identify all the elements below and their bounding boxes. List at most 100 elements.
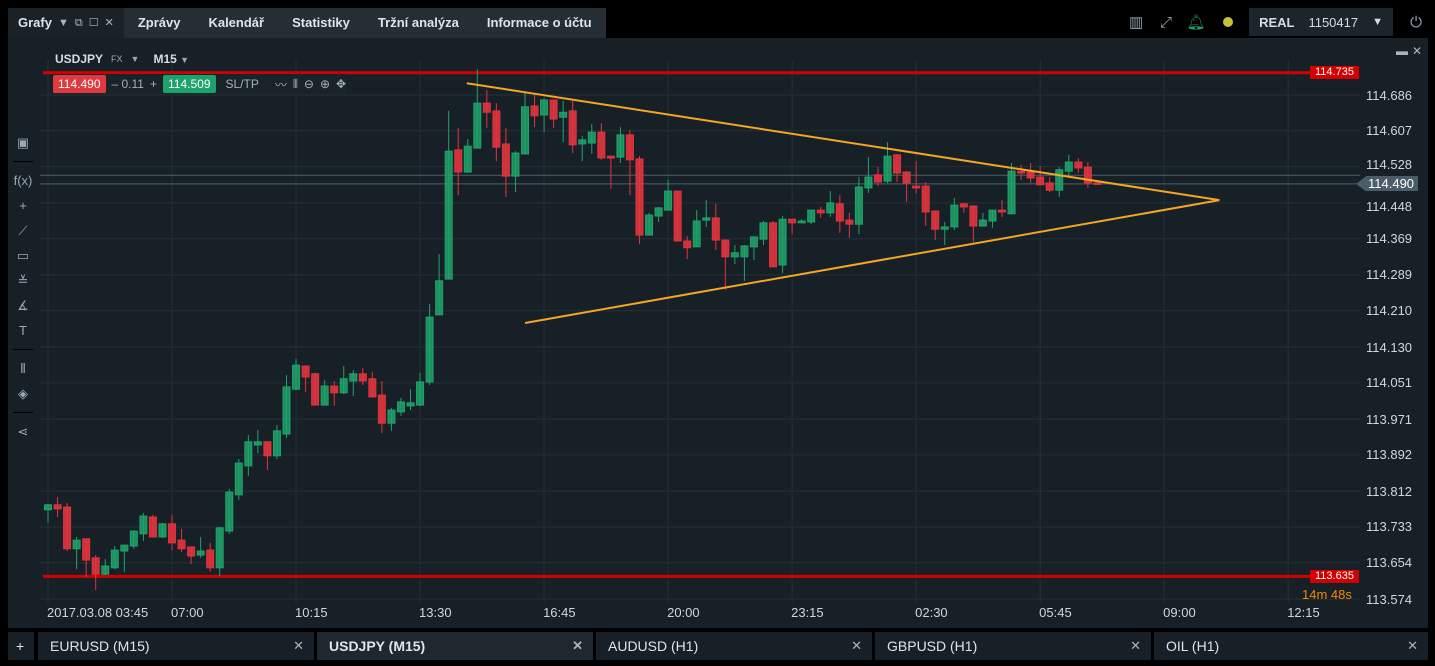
candle-bullish — [425, 316, 434, 383]
tab-trzni-analyza[interactable]: Tržní analýza — [377, 15, 459, 30]
candle-bearish — [1074, 161, 1083, 169]
candle-bullish — [129, 530, 138, 547]
candle-bearish — [683, 240, 692, 249]
candle-bullish — [120, 544, 129, 552]
layout-icon[interactable]: ▥ — [1128, 14, 1144, 31]
candle-bearish — [902, 171, 911, 184]
candle-bearish — [482, 102, 491, 113]
candle-bullish — [44, 504, 52, 511]
timeframe-selector[interactable]: M15 ▼ — [153, 52, 189, 66]
candle-bullish — [406, 402, 415, 407]
bell-icon[interactable]: 🔔︎ — [1186, 14, 1206, 31]
minimize-icon[interactable]: ▬ — [1396, 44, 1408, 58]
candle-bullish — [664, 190, 673, 211]
candle-bullish — [139, 515, 148, 535]
candle-bullish — [463, 145, 472, 173]
connection-status-icon — [1223, 17, 1234, 27]
candles-icon[interactable]: ⫴ — [20, 361, 26, 376]
candle-bearish — [597, 131, 606, 159]
close-icon[interactable]: ✕ — [851, 638, 862, 653]
candle-bearish — [530, 105, 539, 117]
volume-decrease[interactable]: – 0.11 — [111, 77, 144, 91]
triangle-trendline — [466, 82, 1220, 202]
tab-zpravy[interactable]: Zprávy — [137, 15, 181, 30]
popout-icon[interactable]: ⧉ — [74, 17, 83, 29]
add-chart-button[interactable]: + — [8, 632, 34, 660]
power-icon[interactable]: ⏻ — [1410, 13, 1422, 31]
candle-bearish — [873, 174, 882, 183]
tab-informace-o-uctu[interactable]: Informace o účtu — [486, 15, 592, 30]
chevron-down-icon[interactable]: ▼ — [57, 17, 69, 29]
candle-bearish — [606, 155, 615, 159]
gann-fan-icon[interactable]: ∡ — [17, 298, 29, 313]
candle-bearish — [711, 217, 720, 241]
price-axis-label: 114.289 — [1366, 267, 1413, 283]
share-icon[interactable]: ⋖ — [17, 424, 29, 439]
candle-bearish — [501, 143, 510, 177]
close-icon[interactable]: ✕ — [1412, 44, 1423, 58]
crosshair-icon[interactable]: + — [19, 198, 27, 213]
zoom-out-icon[interactable]: ⊖ — [303, 77, 314, 91]
candle-bearish — [788, 218, 797, 224]
tab-statistiky[interactable]: Statistiky — [292, 15, 350, 30]
close-icon[interactable]: ✕ — [572, 638, 583, 653]
close-icon[interactable]: ✕ — [1130, 638, 1141, 653]
chart-type-icon[interactable]: ▣ — [16, 135, 30, 150]
chevron-down-icon[interactable]: ▼ — [130, 54, 140, 64]
layers-icon[interactable]: ◈ — [18, 386, 28, 401]
bottom-tab[interactable]: GBPUSD (H1) ✕ — [875, 632, 1151, 660]
candle-bullish — [654, 207, 663, 217]
bottom-tab-active[interactable]: USDJPY (M15) ✕ — [317, 632, 593, 660]
candle-bearish — [568, 110, 577, 146]
bottom-tab[interactable]: EURUSD (M15) ✕ — [38, 632, 314, 660]
close-icon[interactable]: ✕ — [1407, 638, 1418, 653]
rectangle-icon[interactable]: ▭ — [16, 248, 30, 263]
main-tabs: Grafy ▼ ⧉ ☐ ✕ Zprávy Kalendář Statistiky… — [8, 8, 606, 38]
trendline-icon[interactable]: ⟋ — [18, 223, 28, 238]
fullscreen-icon[interactable]: ⤢ — [1160, 13, 1173, 31]
candle-bearish — [969, 205, 978, 227]
zoom-in-icon[interactable]: ⊕ — [319, 77, 331, 91]
price-axis-label: 114.210 — [1366, 303, 1413, 319]
bottom-tab[interactable]: AUDUSD (H1) ✕ — [596, 632, 872, 660]
indicator-fx-icon[interactable]: f(x) — [13, 173, 33, 188]
price-axis-label: 114.686 — [1366, 87, 1413, 103]
divider — [13, 349, 33, 350]
candle-bearish — [835, 203, 844, 222]
bottom-tab-label: AUDUSD (H1) — [608, 638, 699, 654]
candle-bearish — [635, 158, 644, 236]
candle-bullish — [1055, 169, 1064, 191]
candle-bearish — [301, 365, 310, 378]
symbol-selector[interactable]: USDJPY FX ▼ M15 ▼ — [55, 52, 189, 66]
buy-button[interactable]: 114.509 — [163, 75, 216, 93]
candle-bullish — [988, 209, 997, 222]
candle-chart-icon[interactable]: ⫴ — [292, 76, 298, 91]
bottom-tab[interactable]: OIL (H1) ✕ — [1154, 632, 1428, 660]
close-icon[interactable]: ✕ — [104, 17, 114, 29]
move-icon[interactable]: ✥ — [336, 77, 347, 91]
top-bar: Grafy ▼ ⧉ ☐ ✕ Zprávy Kalendář Statistiky… — [0, 0, 1435, 38]
bottom-tab-label: GBPUSD (H1) — [887, 638, 978, 654]
line-chart-icon[interactable]: 〰 — [274, 77, 287, 92]
text-icon[interactable]: T — [19, 323, 27, 338]
tab-grafy[interactable]: Grafy ▼ ⧉ ☐ ✕ — [8, 8, 124, 38]
candle-bullish — [234, 462, 243, 496]
candle-bullish — [749, 236, 758, 248]
candle-bearish — [893, 154, 902, 174]
sell-button[interactable]: 114.490 — [53, 75, 106, 93]
tab-kalendar[interactable]: Kalendář — [208, 15, 265, 30]
candle-bullish — [587, 131, 596, 144]
chart-panel — [8, 38, 1428, 628]
close-icon[interactable]: ✕ — [293, 638, 304, 653]
account-selector[interactable]: REAL 1150417 ▼ — [1249, 8, 1393, 36]
fibonacci-icon[interactable]: ≚ — [17, 273, 29, 288]
volume-increase[interactable]: + — [149, 77, 157, 91]
symbol-name: USDJPY — [55, 52, 104, 66]
bottom-tab-label: USDJPY (M15) — [329, 638, 426, 654]
sltp-button[interactable]: SL/TP — [225, 77, 259, 91]
candle-bullish — [883, 155, 892, 182]
time-axis-label: 16:45 — [543, 605, 576, 620]
candle-bullish — [807, 209, 816, 223]
maximize-icon[interactable]: ☐ — [88, 17, 99, 29]
